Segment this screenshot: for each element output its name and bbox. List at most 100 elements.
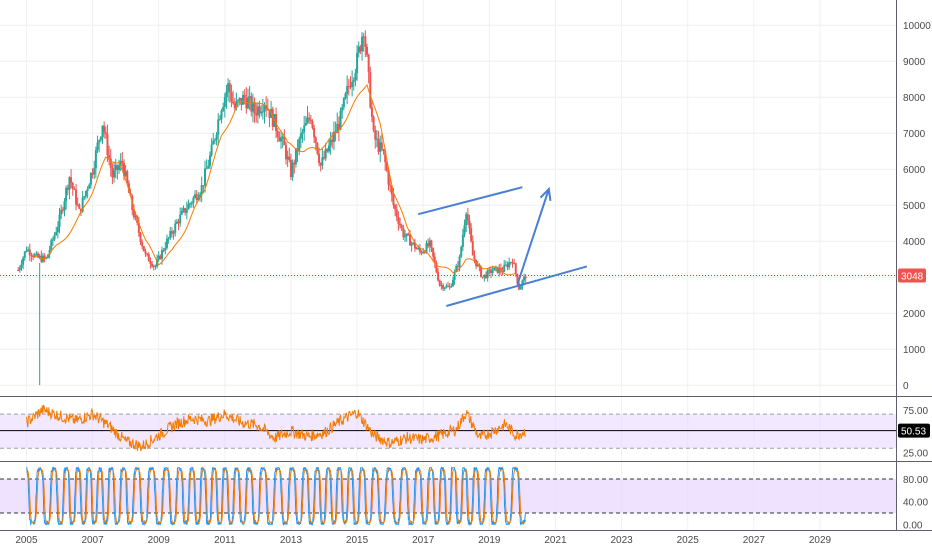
candle-body <box>237 100 240 102</box>
candle-body <box>63 201 66 211</box>
price-axis-tick-label: 7000 <box>903 129 926 140</box>
candle-body <box>93 168 96 175</box>
candle-body <box>443 287 446 289</box>
candle-body <box>440 284 443 286</box>
candle-body <box>410 243 413 246</box>
candle-body <box>119 160 122 167</box>
candle-body <box>38 255 41 258</box>
candle-body <box>390 185 393 195</box>
stochastic-pane[interactable] <box>0 465 896 527</box>
candle-body <box>470 228 473 242</box>
candle-body <box>116 165 119 171</box>
trendline[interactable] <box>446 265 588 307</box>
candle-body <box>468 220 471 229</box>
candle-body <box>192 197 195 203</box>
candle-body <box>521 280 524 287</box>
projection-arrow[interactable] <box>516 188 550 285</box>
candle-body <box>94 150 97 169</box>
stochastic-axis-tick-label: 0.00 <box>903 520 923 531</box>
candle-body <box>379 142 382 152</box>
candle-body <box>476 264 479 267</box>
candle-body <box>260 111 263 114</box>
candle-body <box>453 271 456 281</box>
candle-body <box>30 255 33 257</box>
candle-body <box>232 101 235 104</box>
time-axis-tick-label: 2023 <box>610 535 633 546</box>
time-axis-tick-label: 2025 <box>677 535 700 546</box>
candle-body <box>126 171 129 184</box>
candle-body <box>321 157 324 166</box>
candle-body <box>208 155 211 166</box>
candle-body <box>375 138 378 140</box>
candle-body <box>187 203 190 210</box>
candle-body <box>161 250 164 259</box>
candle-body <box>435 263 438 273</box>
trendline[interactable] <box>417 186 523 216</box>
time-axis-tick-label: 2011 <box>214 535 236 546</box>
candle-body <box>169 230 172 238</box>
candle-body <box>101 125 104 137</box>
candle-body <box>248 96 251 99</box>
candle-body <box>291 162 294 178</box>
candle-body <box>447 285 449 287</box>
candle-body <box>195 194 198 200</box>
candle-body <box>71 182 74 189</box>
arrow-head <box>539 186 552 202</box>
candle-body <box>202 185 205 187</box>
candle-body <box>118 166 121 171</box>
candle-body <box>511 262 514 264</box>
candle-body <box>458 256 461 268</box>
candle-body <box>45 257 48 259</box>
candle-body <box>298 138 301 152</box>
candle-body <box>122 162 125 176</box>
candle-body <box>524 276 527 279</box>
candle-body <box>415 248 418 250</box>
candle-body <box>314 137 317 143</box>
candle-body <box>271 108 274 127</box>
candle-body <box>225 91 228 97</box>
candle-body <box>465 214 468 226</box>
candle-body <box>326 148 329 152</box>
candle-body <box>359 46 362 52</box>
candle-body <box>384 151 387 163</box>
rsi-pane[interactable] <box>0 404 896 452</box>
candle-body <box>194 194 197 198</box>
candle-body <box>235 101 238 109</box>
price-axis-tick-label: 6000 <box>903 165 926 176</box>
candle-body <box>374 130 377 140</box>
candle-body <box>207 165 210 169</box>
price-pane[interactable] <box>0 30 896 386</box>
candle-body <box>362 36 365 38</box>
candle-body <box>109 158 112 168</box>
candle-body <box>329 139 332 146</box>
candle-body <box>519 286 522 290</box>
price-axis-tick-label: 5000 <box>903 201 926 212</box>
candle-body <box>372 116 375 131</box>
candle-body <box>408 235 411 246</box>
candle-body <box>481 276 484 278</box>
candle-body <box>392 194 395 206</box>
candle-body <box>339 110 342 130</box>
candle-body <box>81 197 84 212</box>
candle-body <box>212 140 215 145</box>
candle-body <box>332 131 335 143</box>
candle-body <box>251 102 254 112</box>
candle-body <box>491 270 494 273</box>
candle-body <box>504 264 507 266</box>
candle-body <box>180 210 183 215</box>
candle-body <box>473 255 476 260</box>
stochastic-d-line <box>26 469 527 523</box>
candle-body <box>139 232 142 242</box>
candle-body <box>423 251 426 253</box>
candle-body <box>210 144 213 156</box>
candle-body <box>276 131 279 137</box>
rsi-axis-tick-label: 25.00 <box>903 448 928 459</box>
candle-body <box>413 242 416 249</box>
candle-body <box>294 148 297 165</box>
time-axis-tick-label: 2005 <box>15 535 38 546</box>
candle-body <box>351 81 354 88</box>
candle-body <box>506 264 509 268</box>
candle-body <box>405 233 408 237</box>
candle-body <box>422 251 425 254</box>
